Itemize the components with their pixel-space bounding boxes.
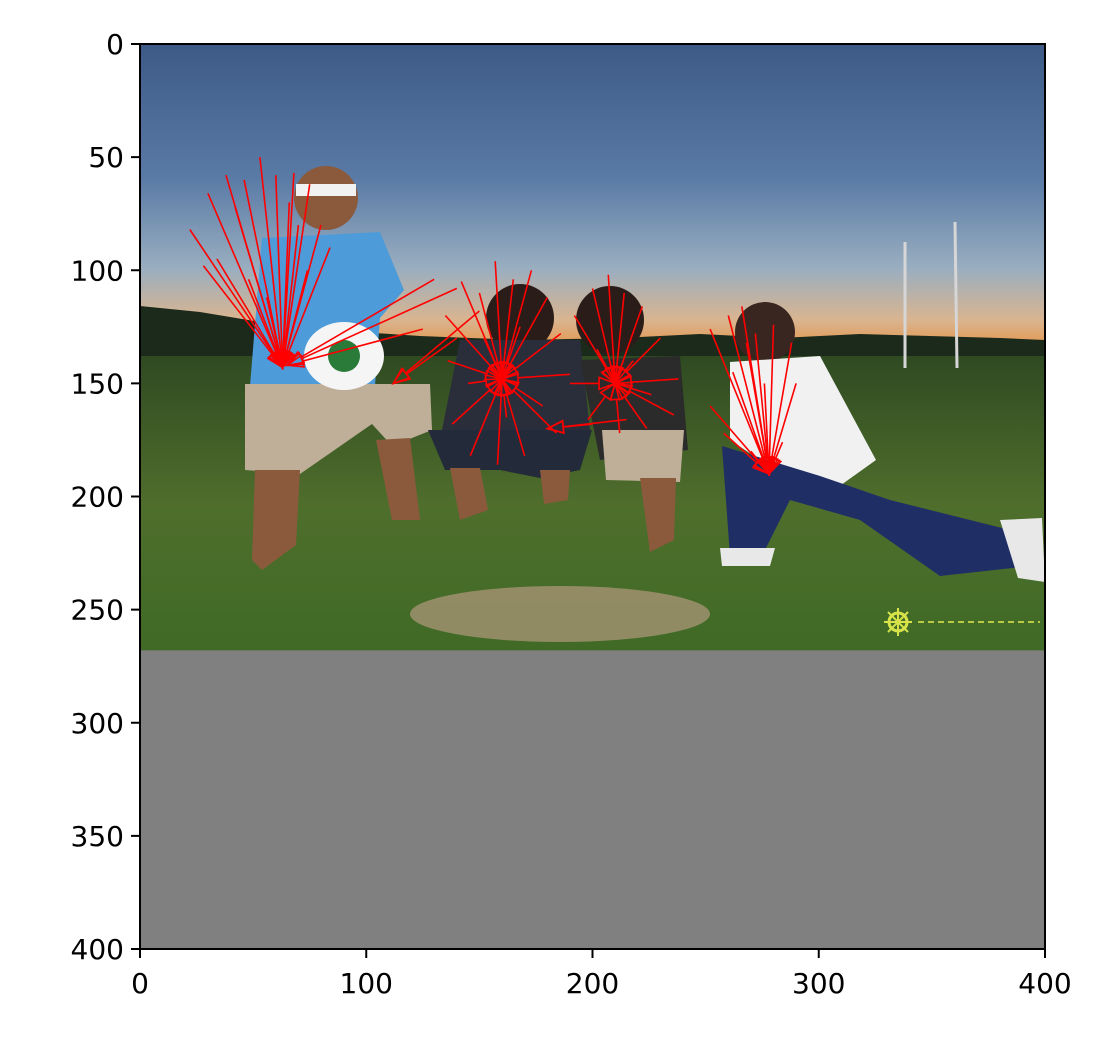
arrow-g2-10 (587, 381, 617, 421)
person-1 (245, 166, 432, 570)
arrow-g2-9 (609, 381, 624, 434)
y-tick-label-150: 150 (71, 367, 124, 400)
y-tick-label-200: 200 (71, 481, 124, 514)
x-axis: 0 100 200 300 400 (131, 949, 1072, 1000)
arrow-g6-1 (545, 418, 627, 434)
arrow-g0-16 (279, 270, 309, 370)
photo-image (140, 44, 1045, 652)
arrow-g1-14 (447, 360, 505, 381)
arrow-g2-11 (569, 376, 618, 391)
watermark-logo (884, 608, 1040, 636)
x-tick-label-400: 400 (1018, 967, 1071, 1000)
arrow-g2-13 (613, 360, 634, 386)
arrow-g1-15 (483, 337, 503, 381)
arrow-g2-14 (612, 381, 652, 396)
arrow-g4-2 (284, 328, 424, 368)
dirt-patch (410, 586, 710, 642)
arrow-g3-12 (761, 383, 776, 477)
goal-post-right (953, 221, 959, 369)
arrow-g2-12 (596, 349, 617, 386)
y-tick-label-350: 350 (71, 820, 124, 853)
arrow-g3-13 (745, 342, 774, 477)
arrow-g1-19 (496, 376, 512, 418)
y-tick-label-300: 300 (71, 707, 124, 740)
person-2 (428, 284, 592, 520)
arrow-g2-5 (613, 337, 661, 386)
y-tick-label-400: 400 (71, 933, 124, 966)
y-axis: 0 50 100 150 200 250 300 350 400 (71, 28, 140, 966)
arrow-g1-16 (500, 326, 521, 382)
person-3 (576, 286, 688, 552)
y-tick-label-250: 250 (71, 594, 124, 627)
arrow-g0-17 (276, 202, 291, 370)
padding-region (140, 650, 1045, 949)
x-tick-label-0: 0 (131, 967, 149, 1000)
arrow-g1-17 (500, 377, 544, 407)
x-tick-label-300: 300 (792, 967, 845, 1000)
y-tick-label-0: 0 (106, 28, 124, 61)
y-tick-label-50: 50 (88, 141, 124, 174)
y-tick-label-100: 100 (71, 254, 124, 287)
x-tick-label-200: 200 (566, 967, 619, 1000)
arrow-layer (189, 157, 797, 477)
x-tick-label-100: 100 (340, 967, 393, 1000)
arrow-g1-18 (467, 373, 505, 389)
arrow-g5-1 (391, 310, 480, 385)
